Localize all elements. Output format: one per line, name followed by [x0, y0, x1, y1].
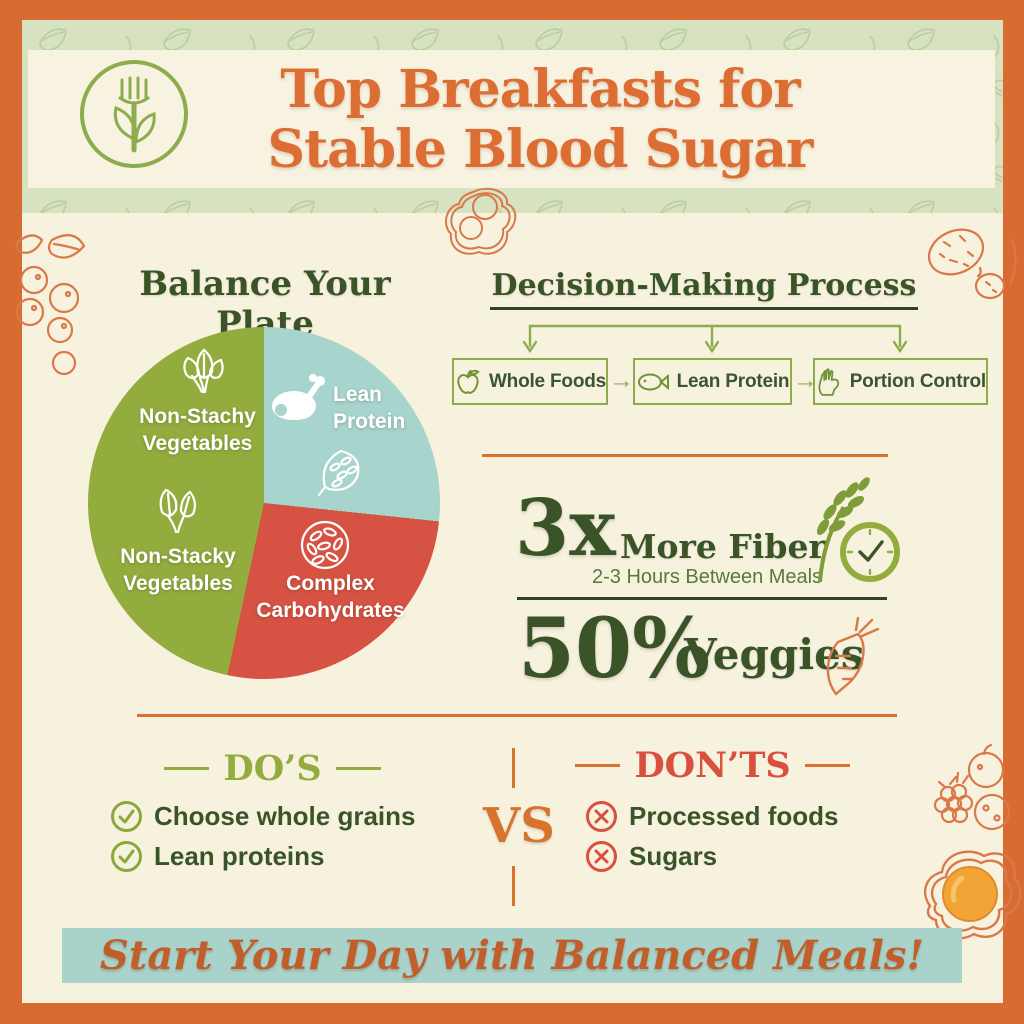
dash-decoration [575, 764, 621, 767]
divider-orange-top [482, 454, 888, 457]
fiber-stat-label: More Fiber [620, 527, 826, 566]
process-step-label: Portion Control [849, 370, 987, 392]
fiber-stat-value: 3x [515, 483, 616, 574]
donts-title: DON’TS [634, 745, 791, 786]
dos-item: Lean proteins [110, 840, 324, 873]
check-circle-icon [111, 841, 142, 872]
flow-arrow-icon: → [609, 366, 634, 394]
donts-item-label: Processed foods [629, 801, 839, 831]
leafy-greens-icon [183, 348, 224, 394]
veggies-stat-label: Veggies [684, 630, 865, 679]
veggies-stat-value: 50% [518, 601, 711, 697]
vs-label: VS [483, 798, 555, 854]
process-branch-arrows [522, 324, 908, 354]
divider-orange-bottom [137, 714, 897, 717]
leaf-seeds-icon [317, 449, 360, 497]
title-line-1: Top Breakfasts for [280, 59, 800, 120]
slice-label-nonstacky: Non-Stacky Vegetables [120, 545, 236, 595]
donts-item: Sugars [585, 840, 717, 873]
dos-item: Choose whole grains [110, 800, 416, 833]
plate-pie-chart [88, 327, 440, 679]
slice-label-nonstachy: Non-Stachy Vegetables [139, 405, 256, 455]
x-circle-icon [586, 801, 617, 832]
footer-banner-text: Start Your Day with Balanced Meals! [99, 932, 925, 979]
fish-icon [637, 373, 669, 390]
check-circle-icon [111, 801, 142, 832]
slice-label-complex-carbs: Complex Carbohydrates [256, 572, 405, 622]
process-step-lean-protein: Lean Protein [633, 358, 792, 405]
process-step-whole-foods: Whole Foods [452, 358, 608, 405]
process-section-title: Decision-Making Process [491, 268, 917, 303]
grains-circle-icon [300, 520, 350, 570]
fried-egg-outline-decoration [444, 187, 517, 255]
fiber-stat-subtext: 2-3 Hours Between Meals [592, 566, 823, 588]
process-underline [490, 307, 918, 310]
potato-nuts-decoration [927, 228, 1017, 300]
donts-header: DON’TS [570, 745, 855, 786]
hand-icon [818, 367, 840, 396]
wheat-and-clock-icon [816, 477, 900, 582]
dash-decoration [164, 767, 210, 770]
header-box [28, 50, 995, 188]
vs-divider-top [512, 748, 515, 788]
page-title: Top Breakfasts for Stable Blood Sugar [225, 60, 855, 180]
wheat-icon [816, 477, 870, 582]
roast-turkey-icon [272, 374, 325, 422]
donts-item: Processed foods [585, 800, 839, 833]
carrot-icon [826, 616, 880, 696]
donts-item-label: Sugars [629, 841, 718, 871]
dos-item-label: Choose whole grains [154, 801, 416, 831]
dos-item-label: Lean proteins [154, 841, 325, 871]
fork-leaf-logo-icon [80, 60, 188, 168]
divider-dark-green [517, 597, 887, 600]
fruits-decoration [933, 743, 1011, 831]
dash-decoration [804, 764, 850, 767]
footer-band [62, 928, 962, 983]
title-line-2: Stable Blood Sugar [267, 119, 814, 180]
process-step-label: Lean Protein [676, 370, 790, 392]
vs-divider-bottom [512, 866, 515, 906]
x-circle-icon [586, 841, 617, 872]
slice-label-lean-protein: Lean Protein [333, 383, 406, 433]
apple-icon [457, 369, 480, 394]
clock-icon [840, 522, 900, 582]
process-step-label: Whole Foods [488, 370, 606, 392]
dos-header: DO’S [140, 748, 405, 789]
dos-title: DO’S [223, 748, 322, 789]
fried-egg-yolk-decoration [923, 850, 1022, 940]
dash-decoration [335, 767, 381, 770]
berries-leaves-decoration [15, 234, 86, 376]
process-step-portion-control: Portion Control [813, 358, 988, 405]
leafy-greens-icon [159, 488, 197, 534]
